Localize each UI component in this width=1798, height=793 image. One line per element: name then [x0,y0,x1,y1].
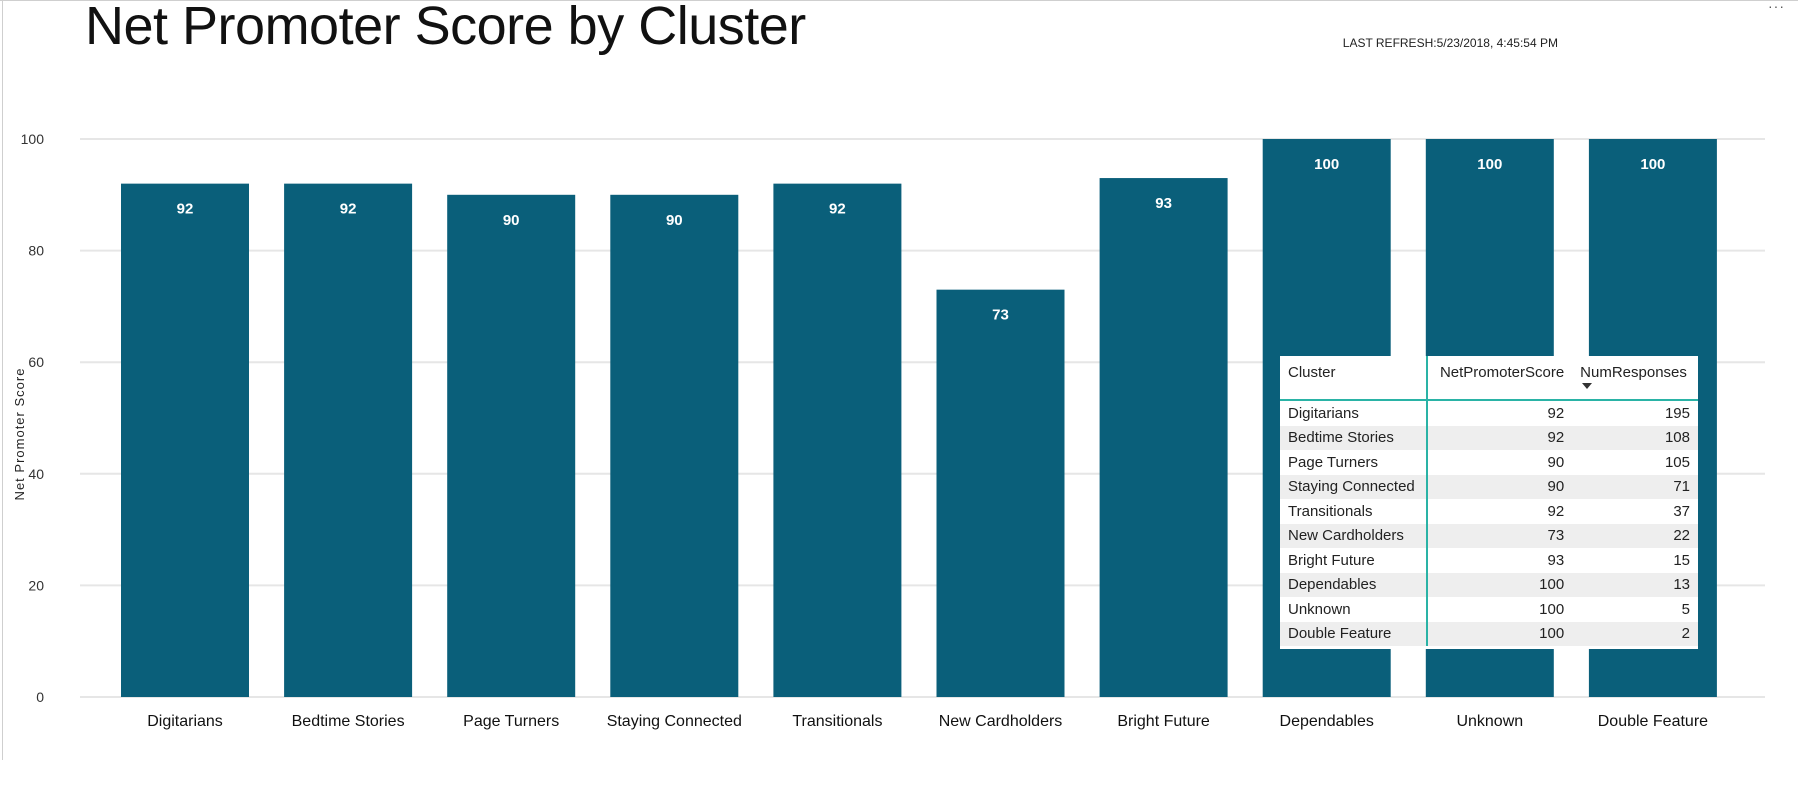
table-row[interactable]: Staying Connected 90 71 [1280,474,1698,499]
cell-cluster: Double Feature [1280,621,1429,646]
data-label: 92 [829,201,846,218]
data-label: 100 [1640,156,1665,173]
table-row[interactable]: Bright Future 93 15 [1280,548,1698,573]
cell-numresponses: 105 [1664,453,1690,471]
x-category-label: Double Feature [1598,713,1708,730]
y-tick-label: 20 [28,577,44,593]
table-row[interactable]: Page Turners 90 105 [1280,450,1698,475]
y-tick-label: 60 [28,354,44,370]
x-category-label: Bedtime Stories [292,713,405,730]
cell-cluster: Bright Future [1280,548,1429,573]
x-category-label: Page Turners [463,713,559,730]
y-tick-label: 40 [28,466,44,482]
x-category-label: Unknown [1456,713,1523,730]
table-row[interactable]: Dependables 100 13 [1280,572,1698,597]
column-header-numresponses[interactable]: NumResponses [1572,356,1698,400]
y-tick-label: 80 [28,243,44,259]
table-header-row: Cluster NetPromoterScore NumResponses [1280,356,1698,400]
frame-left-line [2,0,3,760]
cell-netpromoterscore: 90 [1427,474,1573,499]
data-label: 90 [503,212,520,229]
cell-cluster: Unknown [1280,597,1429,622]
bar[interactable] [610,194,739,698]
sort-descending-icon [1582,383,1593,389]
cell-numresponses: 195 [1664,404,1690,422]
table-row[interactable]: Unknown 100 5 [1280,597,1698,622]
y-axis-label: Net Promoter Score [12,368,27,501]
page-title: Net Promoter Score by Cluster [85,0,806,56]
cell-numresponses: 13 [1572,572,1698,597]
cell-netpromoterscore: 92 [1547,404,1565,422]
cell-netpromoterscore: 100 [1427,621,1573,646]
x-category-label: Transitionals [792,713,882,730]
last-refresh-text: LAST REFRESH:5/23/2018, 4:45:54 PM [1342,36,1558,50]
bar[interactable] [1099,178,1228,697]
x-category-label: New Cardholders [939,713,1063,730]
data-label: 92 [177,201,194,218]
cell-netpromoterscore: 90 [1547,453,1565,471]
cell-cluster: Digitarians [1280,400,1429,426]
x-category-label: Bright Future [1117,713,1210,730]
x-category-label: Dependables [1280,713,1374,730]
cell-cluster: Dependables [1280,572,1429,597]
data-label: 100 [1477,156,1502,173]
bar[interactable] [447,194,576,698]
cell-netpromoterscore: 92 [1427,425,1573,450]
data-label: 73 [992,307,1009,324]
cell-cluster: New Cardholders [1280,523,1429,548]
y-tick-label: 0 [36,689,44,705]
cell-cluster: Transitionals [1280,499,1429,524]
cell-numresponses: 108 [1572,425,1698,450]
data-label: 90 [666,212,683,229]
bar[interactable] [121,183,249,697]
column-header-netpromoterscore[interactable]: NetPromoterScore [1439,364,1565,381]
table-row[interactable]: Bedtime Stories 92 108 [1280,425,1698,450]
data-label: 92 [340,201,357,218]
table-body: Digitarians 92 195 Bedtime Stories 92 108 Page… [1280,400,1698,646]
y-axis-ticks: 0 20 40 60 80 100 [21,131,45,705]
cell-netpromoterscore: 93 [1547,551,1565,569]
frame-top-line [0,0,1798,1]
bar[interactable] [773,183,902,697]
cell-netpromoterscore: 100 [1539,600,1565,618]
nps-table: Cluster NetPromoterScore NumResponses Di… [1280,356,1698,649]
cell-cluster: Staying Connected [1280,474,1429,499]
cell-numresponses: 15 [1673,551,1690,569]
y-tick-label: 100 [21,131,45,147]
column-header-numresponses-label: NumResponses [1580,364,1687,381]
bar[interactable] [284,183,413,697]
cell-cluster: Bedtime Stories [1280,425,1429,450]
table-row[interactable]: Transitionals 92 37 [1280,499,1698,524]
x-category-label: Staying Connected [607,713,742,730]
cell-numresponses: 71 [1572,474,1698,499]
ellipsis-icon[interactable]: ··· [1768,0,1785,14]
cell-cluster: Page Turners [1280,450,1429,475]
table-row[interactable]: New Cardholders 73 22 [1280,523,1698,548]
cell-numresponses: 37 [1673,502,1690,520]
column-header-cluster[interactable]: Cluster [1280,356,1429,400]
table-row[interactable]: Digitarians 92 195 [1280,400,1698,426]
data-label: 93 [1155,195,1172,212]
cell-numresponses: 5 [1681,600,1690,618]
cell-netpromoterscore: 73 [1427,523,1573,548]
x-axis-categories: Digitarians Bedtime Stories Page Turners St… [147,713,1708,730]
data-label: 100 [1314,156,1339,173]
cell-netpromoterscore: 100 [1427,572,1573,597]
table-row[interactable]: Double Feature 100 2 [1280,621,1698,646]
cell-netpromoterscore: 92 [1547,502,1565,520]
cell-numresponses: 22 [1572,523,1698,548]
bar[interactable] [936,289,1065,697]
x-category-label: Digitarians [147,713,223,730]
cell-numresponses: 2 [1572,621,1698,646]
